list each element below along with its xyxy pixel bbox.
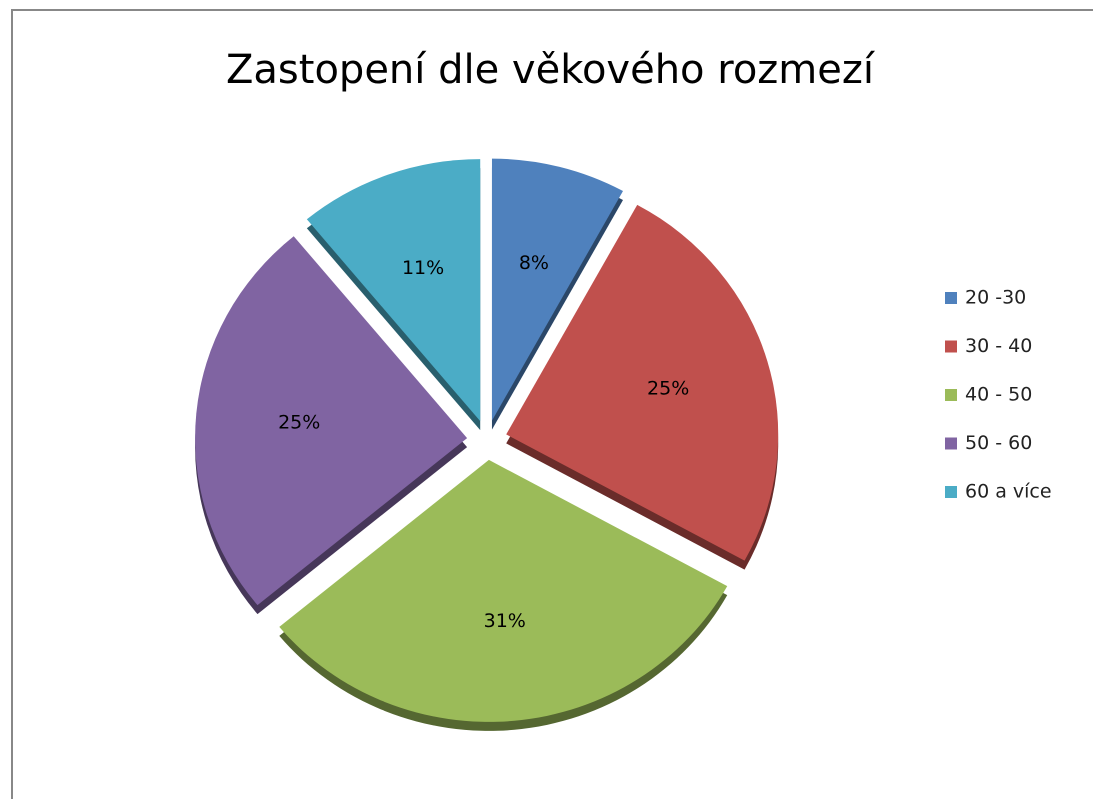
legend-swatch	[945, 486, 957, 498]
data-label: 31%	[484, 610, 526, 632]
legend-label: 30 - 40	[965, 335, 1032, 357]
slice	[491, 158, 624, 421]
data-label: 25%	[647, 378, 689, 400]
legend-label: 40 - 50	[965, 384, 1032, 406]
slice	[306, 159, 481, 422]
legend-swatch	[945, 340, 957, 353]
legend-swatch	[945, 292, 957, 304]
slice	[195, 236, 468, 606]
data-label: 8%	[519, 252, 549, 274]
slice	[279, 459, 728, 722]
legend-label: 20 -30	[965, 287, 1026, 309]
data-label: 11%	[402, 257, 444, 279]
legend-swatch	[945, 389, 957, 401]
legend-swatch	[945, 437, 957, 450]
legend-label: 60 a více	[965, 481, 1052, 503]
chart-title: Zastopení dle věkového rozmezí	[226, 47, 876, 93]
slice	[506, 204, 779, 561]
data-label: 25%	[278, 411, 320, 433]
legend-label: 50 - 60	[965, 432, 1032, 454]
